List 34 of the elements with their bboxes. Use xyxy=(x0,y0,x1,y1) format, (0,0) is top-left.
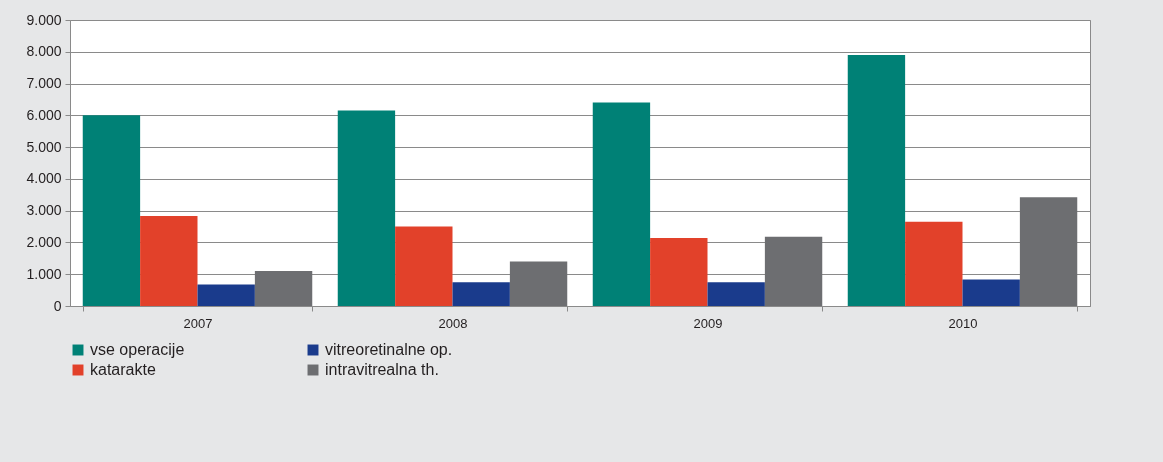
bar xyxy=(140,216,198,306)
bar xyxy=(847,54,906,306)
y-tick-label: 7.000 xyxy=(26,75,62,92)
bar xyxy=(1019,197,1078,306)
bar xyxy=(592,102,651,306)
y-tick-label: 9.000 xyxy=(26,11,62,28)
legend-label: katarakte xyxy=(90,361,156,378)
bar xyxy=(452,282,510,306)
legend-label: intravitrealna th. xyxy=(325,361,439,378)
x-tick-label: 2010 xyxy=(948,315,978,331)
bar xyxy=(650,238,708,306)
y-tick-label: 3.000 xyxy=(26,202,62,219)
y-tick-label: 2.000 xyxy=(26,233,62,250)
bar xyxy=(707,282,765,306)
legend-label: vitreoretinalne op. xyxy=(325,341,453,358)
bar xyxy=(337,110,396,306)
bar xyxy=(764,236,823,306)
x-tick-label: 2007 xyxy=(183,315,213,331)
bar xyxy=(509,261,568,306)
x-tick-label: 2009 xyxy=(693,315,723,331)
legend-label: vse operacije xyxy=(90,341,185,358)
bar xyxy=(254,271,313,306)
x-tick-label: 2008 xyxy=(438,315,468,331)
y-tick-label: 1.000 xyxy=(26,265,62,282)
y-tick-label: 6.000 xyxy=(26,106,62,123)
y-tick-label: 4.000 xyxy=(26,170,62,187)
bar xyxy=(197,284,255,306)
y-tick-label: 0 xyxy=(53,297,62,314)
bar xyxy=(962,279,1020,306)
y-tick-label: 5.000 xyxy=(26,138,62,155)
y-tick-label: 8.000 xyxy=(26,43,62,60)
bar xyxy=(395,226,453,306)
bar xyxy=(82,115,141,306)
bar xyxy=(905,221,963,306)
